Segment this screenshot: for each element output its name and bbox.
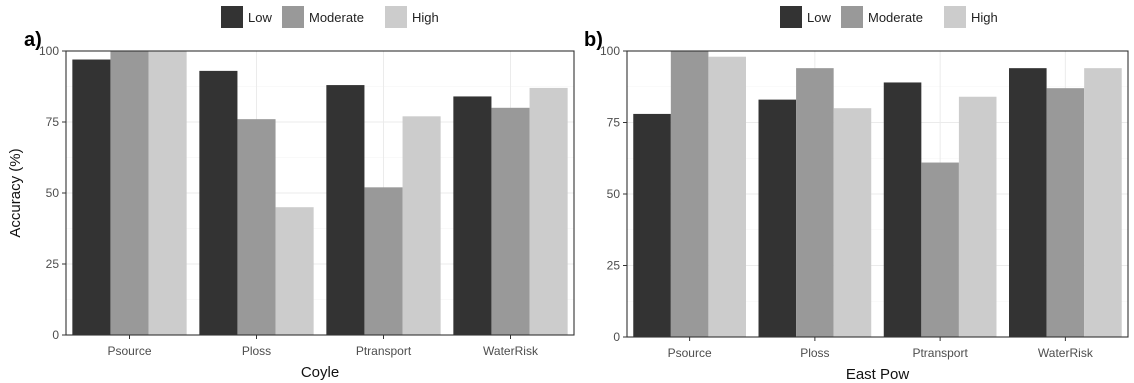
y-tick-label: 25 [607, 259, 621, 273]
y-tick-label: 0 [52, 328, 59, 342]
legend-swatch-moderate [841, 6, 863, 28]
legend-swatch-high [385, 6, 407, 28]
legend-label-low: Low [248, 10, 272, 25]
legend-swatch-low [780, 6, 802, 28]
bar-ptransport-moderate [364, 187, 403, 335]
bar-ploss-high [833, 108, 872, 337]
legend: Low Moderate High [221, 6, 439, 28]
x-tick-label: Ptransport [356, 344, 412, 358]
panel-label: a) [24, 29, 42, 51]
bar-ploss-low [758, 99, 797, 338]
legend-swatch-high [944, 6, 966, 28]
bar-psource-high [708, 56, 746, 337]
panel-label: b) [584, 29, 603, 51]
bar-psource-high [148, 51, 187, 335]
y-tick-label: 100 [600, 44, 620, 58]
bar-ploss-moderate [237, 119, 276, 335]
legend: Low Moderate High [780, 6, 998, 28]
bar-waterrisk-moderate [1046, 88, 1085, 338]
legend-label-high: High [971, 10, 998, 25]
bar-waterrisk-low [453, 96, 492, 335]
bar-psource-low [633, 113, 671, 337]
bar-ploss-moderate [796, 68, 834, 337]
y-tick-label: 50 [46, 186, 60, 200]
bar-psource-moderate [670, 51, 709, 337]
bar-waterrisk-moderate [491, 107, 530, 335]
y-tick-label: 75 [607, 116, 621, 130]
x-tick-label: Psource [107, 344, 151, 358]
bar-ptransport-moderate [921, 162, 959, 337]
y-tick-label: 50 [607, 187, 621, 201]
x-tick-label: Ploss [242, 344, 271, 358]
x-axis-title: East Pow [846, 366, 910, 383]
x-tick-label: Ploss [800, 346, 829, 360]
legend-label-moderate: Moderate [309, 10, 364, 25]
legend-label-low: Low [807, 10, 831, 25]
bar-psource-moderate [110, 51, 149, 335]
bar-waterrisk-low [1009, 68, 1047, 337]
panel-b: 0 25 50 75 100 Psource Ploss Ptransport WaterRis… [584, 6, 1129, 383]
legend-label-high: High [412, 10, 439, 25]
y-tick-label: 0 [613, 330, 620, 344]
bar-ptransport-low [883, 82, 922, 338]
bar-waterrisk-high [1084, 68, 1122, 337]
x-tick-label: Ptransport [912, 346, 968, 360]
bar-ploss-high [275, 207, 314, 335]
bar-ptransport-low [326, 85, 365, 335]
x-axis-title: Coyle [301, 364, 339, 381]
legend-swatch-low [221, 6, 243, 28]
x-tick-label: Psource [668, 346, 712, 360]
bar-ptransport-high [402, 116, 441, 335]
y-tick-label: 100 [39, 44, 59, 58]
y-axis-title: Accuracy (%) [7, 148, 24, 237]
y-tick-label: 25 [46, 257, 60, 271]
legend-swatch-moderate [282, 6, 304, 28]
x-tick-label: WaterRisk [1038, 346, 1094, 360]
panel-a: 0 25 50 75 100 Psource Ploss Ptransport WaterRis… [7, 6, 575, 381]
bar-ptransport-high [958, 96, 997, 337]
bar-ploss-low [199, 70, 238, 335]
legend-label-moderate: Moderate [868, 10, 923, 25]
x-tick-label: WaterRisk [483, 344, 539, 358]
bar-waterrisk-high [529, 87, 568, 335]
bar-psource-low [72, 59, 111, 336]
y-tick-label: 75 [46, 115, 60, 129]
